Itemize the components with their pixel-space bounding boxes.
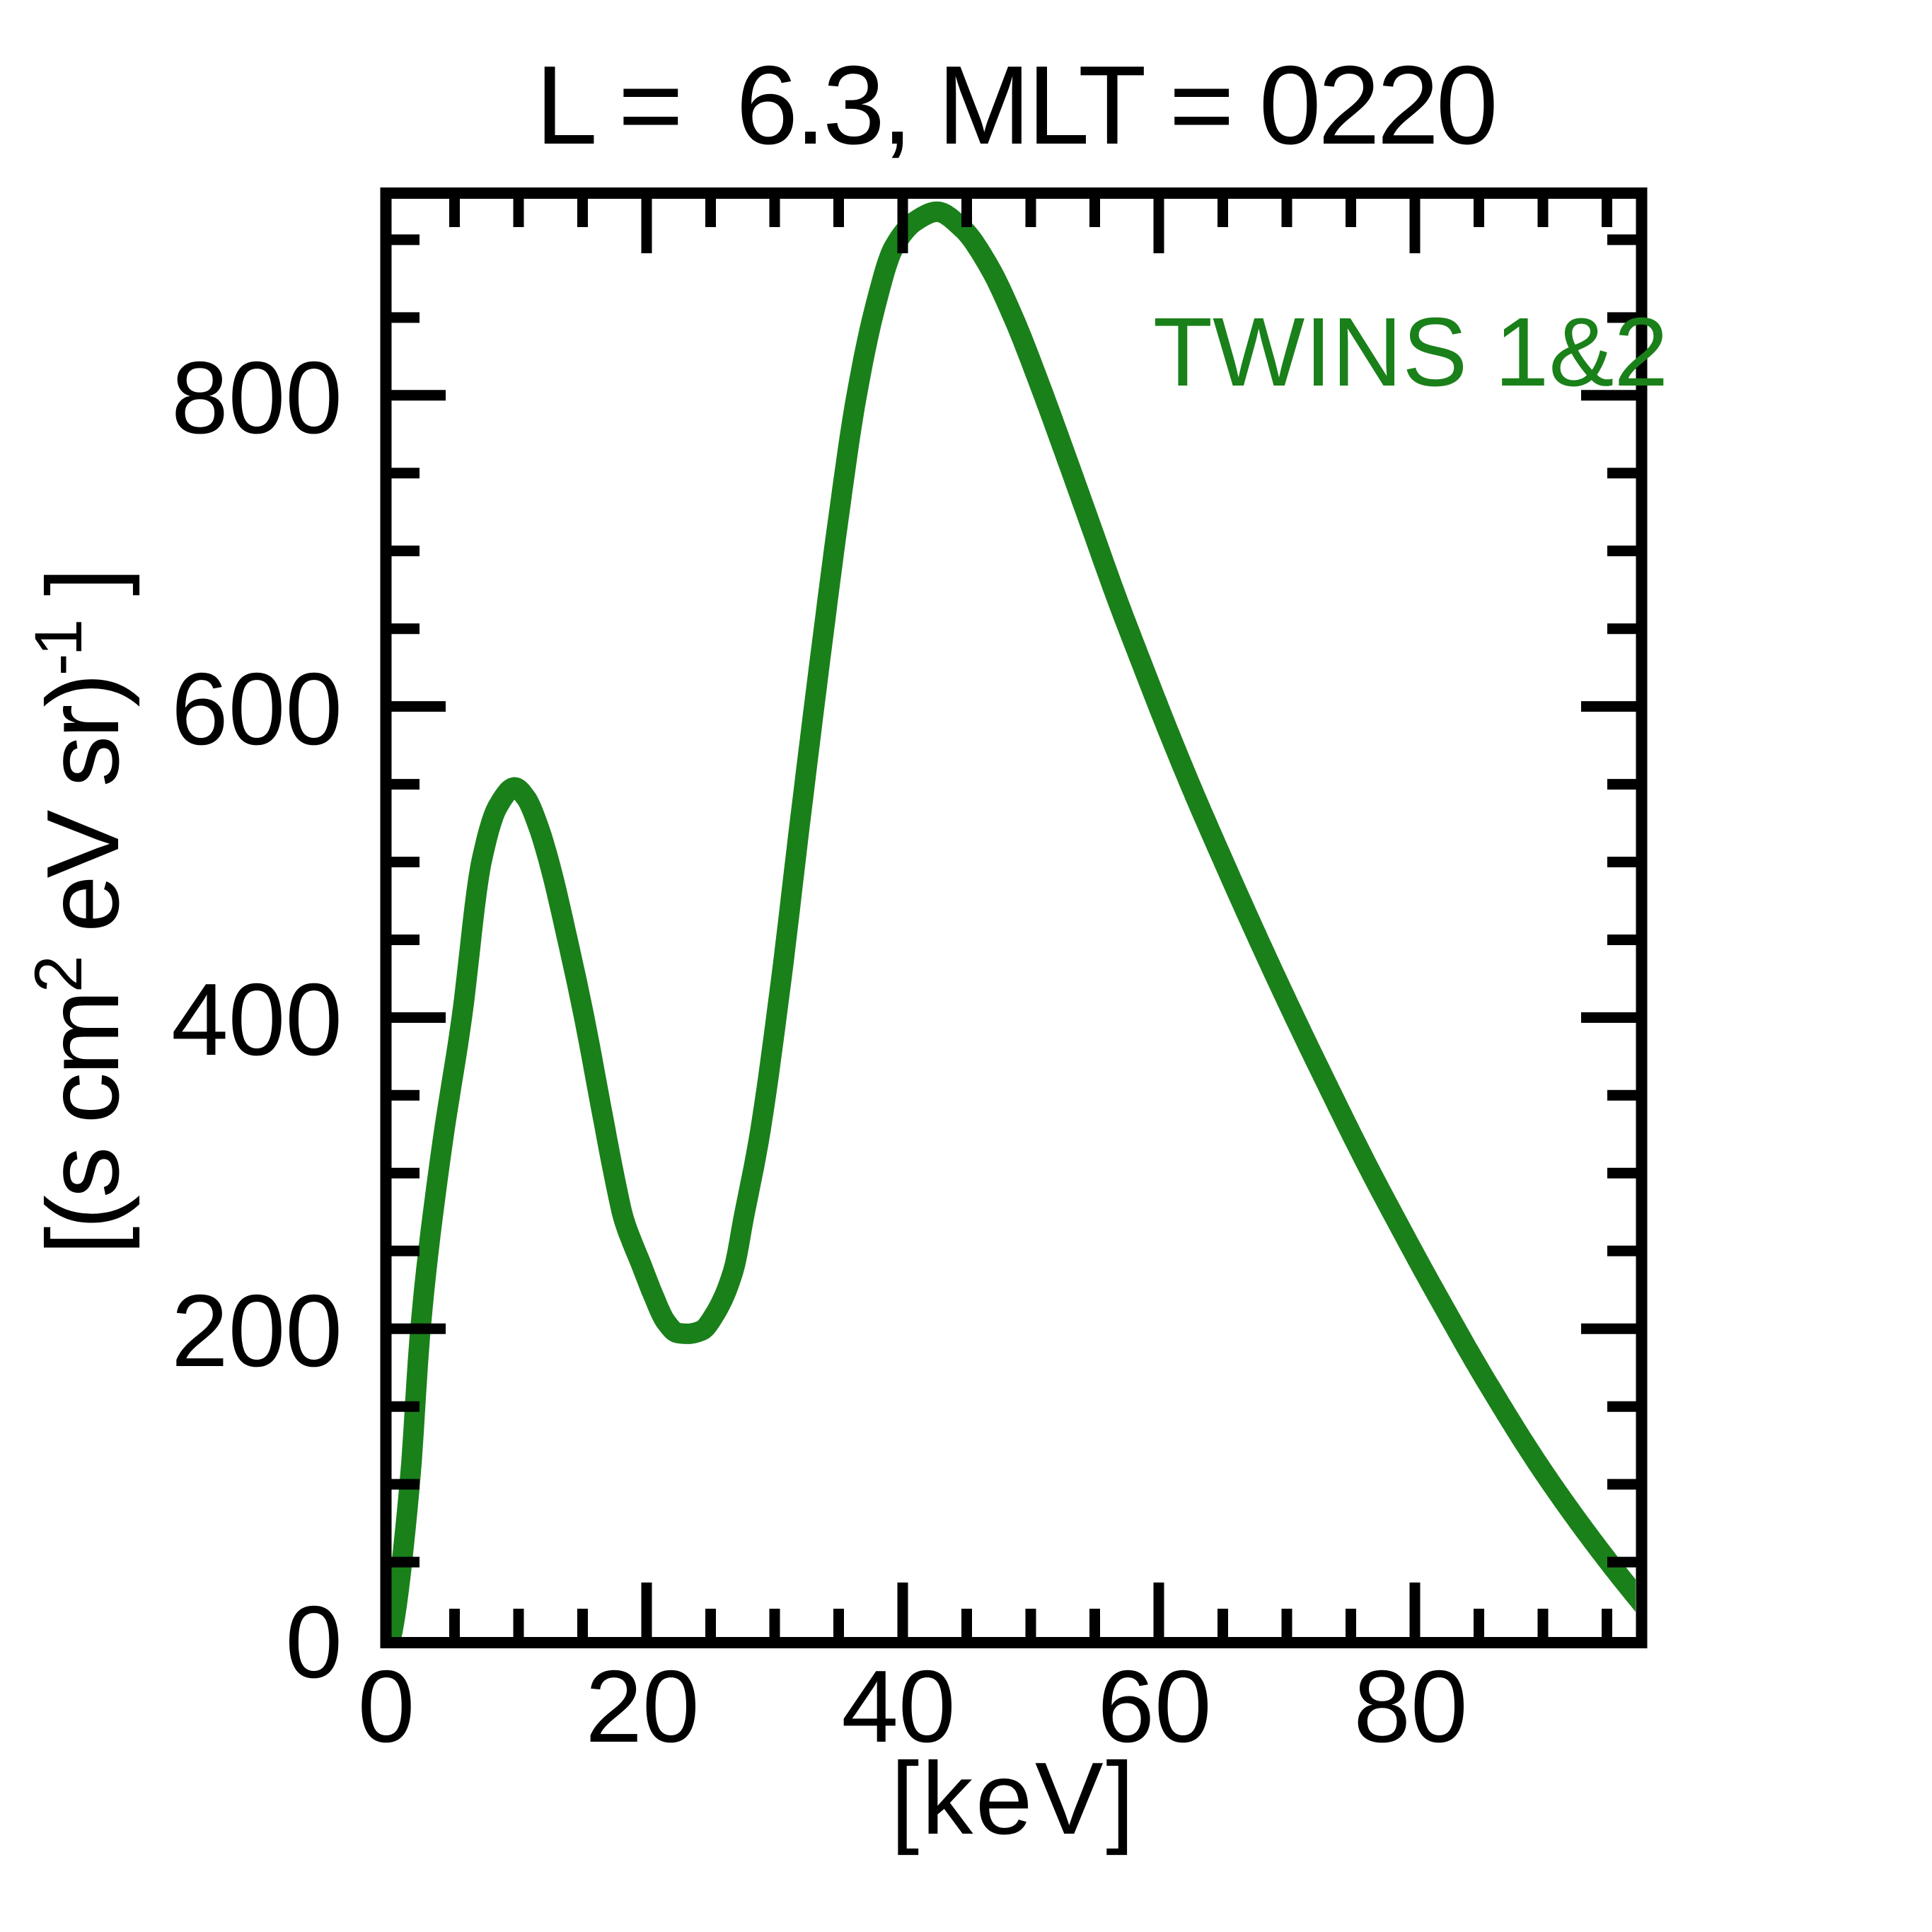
svg-text:60: 60 — [1097, 1649, 1211, 1764]
svg-text:0: 0 — [358, 1649, 415, 1764]
svg-text:200: 200 — [171, 1273, 342, 1388]
svg-text:L = 6.3, MLT = 0220: L = 6.3, MLT = 0220 — [536, 43, 1495, 168]
svg-text:800: 800 — [171, 340, 342, 455]
svg-text:80: 80 — [1353, 1649, 1467, 1764]
svg-text:0: 0 — [285, 1585, 342, 1699]
svg-text:400: 400 — [171, 962, 342, 1077]
svg-text:40: 40 — [841, 1649, 955, 1764]
svg-text:[(s cm2 eV sr)-1 ]: [(s cm2 eV sr)-1 ] — [21, 570, 140, 1255]
svg-text:20: 20 — [585, 1649, 699, 1764]
svg-text:TWINS 1&2: TWINS 1&2 — [1153, 298, 1668, 407]
svg-text:600: 600 — [171, 652, 342, 766]
svg-text:[keV]: [keV] — [891, 1741, 1137, 1856]
